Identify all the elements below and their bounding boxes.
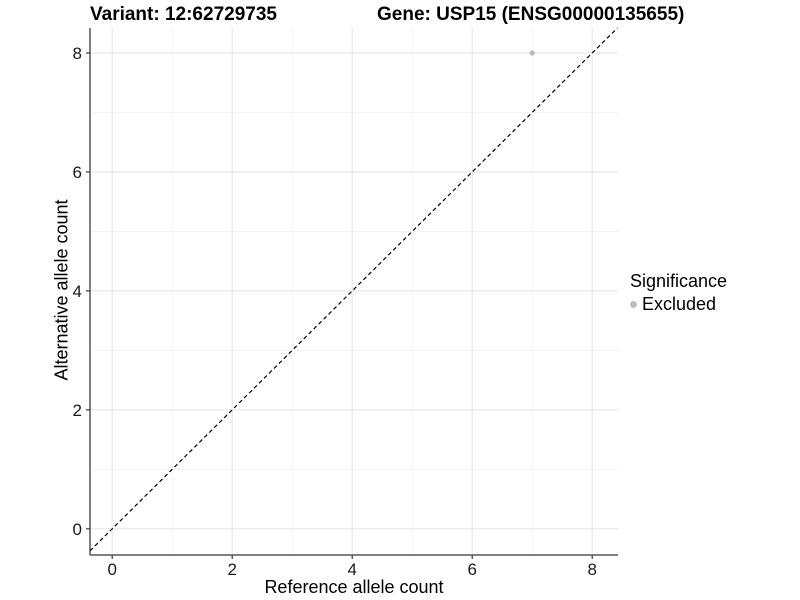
- legend-title: Significance: [630, 271, 728, 291]
- y-tick-label: 8: [73, 44, 82, 63]
- y-tick-label: 6: [73, 163, 82, 182]
- data-point: [529, 50, 535, 56]
- x-tick-label: 8: [587, 560, 596, 579]
- y-tick-label: 4: [73, 282, 82, 301]
- x-tick-label: 4: [347, 560, 356, 579]
- x-tick-label: 6: [467, 560, 476, 579]
- x-axis-title: Reference allele count: [264, 577, 444, 597]
- legend-item-excluded: Excluded: [630, 294, 727, 315]
- y-axis-title: Alternative allele count: [51, 199, 72, 381]
- x-tick-label: 0: [107, 560, 116, 579]
- gene-title: Gene: USP15 (ENSG00000135655): [377, 4, 685, 25]
- excluded-point-icon: [630, 301, 637, 308]
- x-tick-label: 2: [227, 560, 236, 579]
- y-tick-label: 0: [73, 520, 82, 539]
- legend: Significance Excluded: [630, 271, 727, 315]
- variant-title: Variant: 12:62729735: [90, 4, 277, 25]
- y-tick-label: 2: [73, 401, 82, 420]
- legend-item-label: Excluded: [642, 294, 717, 314]
- identity-dashed-line: [89, 27, 618, 552]
